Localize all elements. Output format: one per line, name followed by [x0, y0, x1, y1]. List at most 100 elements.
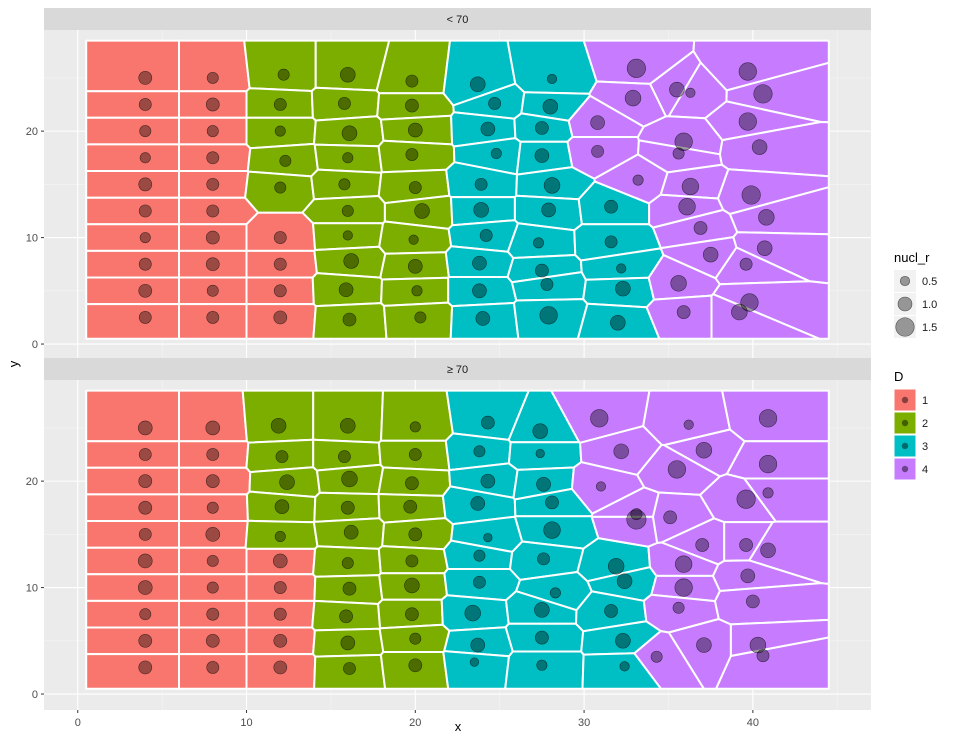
nucleus-point	[340, 635, 356, 651]
nucleus-point	[736, 489, 756, 509]
nucleus-point	[626, 58, 646, 78]
nucleus-point	[672, 147, 685, 160]
nucleus-point	[138, 283, 153, 298]
nucleus-point	[273, 607, 287, 621]
nucleus-point	[273, 660, 288, 675]
nucleus-point	[702, 246, 719, 263]
voronoi-tile	[85, 389, 180, 443]
nucleus-point	[472, 255, 487, 271]
nucleus-point	[595, 481, 607, 492]
voronoi-tile	[714, 582, 830, 626]
nucleus-point	[205, 97, 220, 112]
nucleus-point	[273, 581, 287, 594]
voronoi-tile	[85, 546, 180, 576]
nucleus-point	[138, 71, 153, 85]
nucleus-point	[273, 633, 288, 648]
x-tick-label: 0	[75, 717, 81, 729]
nucleus-point	[411, 285, 423, 297]
nucleus-point	[549, 587, 561, 599]
size-legend-key-bg	[894, 270, 916, 292]
nucleus-point	[408, 527, 423, 542]
nucleus-point	[279, 154, 292, 167]
voronoi-tile	[725, 440, 830, 480]
fill-legend-key-point	[901, 419, 909, 427]
nucleus-point	[338, 97, 351, 110]
nucleus-point	[473, 549, 486, 562]
nucleus-point	[604, 604, 618, 618]
y-tick-label: 0	[32, 689, 38, 701]
nucleus-point	[206, 448, 220, 461]
nucleus-point	[409, 632, 422, 645]
nucleus-point	[138, 177, 153, 192]
voronoi-tile	[85, 440, 180, 469]
nucleus-point	[483, 532, 493, 543]
voronoi-tile	[85, 520, 180, 549]
size-legend-key	[897, 296, 913, 312]
nucleus-point	[138, 448, 152, 461]
nucleus-point	[475, 311, 491, 326]
nucleus-point	[675, 555, 693, 573]
nucleus-point	[674, 578, 693, 597]
fill-legend-title: D	[894, 369, 903, 384]
facet-strip	[44, 358, 871, 380]
nucleus-point	[341, 557, 354, 570]
nucleus-point	[762, 487, 774, 499]
nucleus-point	[741, 185, 761, 205]
nucleus-point	[536, 477, 551, 492]
fill-legend: D 1 2 3 4	[893, 369, 928, 481]
nucleus-point	[480, 121, 496, 137]
nucleus-point	[206, 501, 219, 514]
nucleus-point	[139, 608, 152, 621]
nucleus-point	[746, 594, 760, 609]
fill-legend-key-point	[901, 465, 909, 473]
nucleus-point	[205, 257, 220, 272]
size-legend-key-bg	[894, 293, 916, 315]
voronoi-tile	[85, 599, 180, 629]
voronoi-tile	[85, 653, 180, 690]
voronoi-tile	[85, 170, 180, 199]
nucleus-point	[604, 235, 618, 249]
nucleus-point	[414, 203, 430, 219]
y-tick-label: 10	[26, 233, 38, 245]
nucleus-point	[206, 71, 219, 84]
nucleus-point	[681, 177, 700, 196]
voronoi-tile	[715, 636, 830, 690]
fill-legend-label: 3	[922, 441, 928, 453]
nucleus-point	[137, 420, 153, 436]
nucleus-point	[535, 263, 549, 278]
size-legend-key	[895, 317, 915, 337]
voronoi-tile	[507, 441, 583, 471]
nucleus-point	[490, 147, 502, 159]
nucleus-point	[342, 230, 353, 241]
nucleus-point	[408, 259, 423, 274]
nucleus-point	[532, 423, 548, 439]
nucleus-point	[739, 538, 753, 552]
nucleus-point	[619, 661, 630, 672]
fill-legend-label: 4	[922, 464, 928, 476]
nucleus-point	[405, 476, 419, 491]
nucleus-point	[138, 204, 152, 218]
y-tick-label: 0	[32, 339, 38, 351]
voronoi-tile	[85, 143, 180, 172]
nucleus-point	[541, 202, 556, 218]
nucleus-point	[279, 474, 295, 490]
nucleus-point	[626, 509, 647, 530]
nucleus-point	[616, 263, 627, 274]
nucleus-point	[545, 495, 559, 510]
nucleus-point	[138, 311, 152, 324]
voronoi-tile	[380, 389, 454, 442]
size-legend-keys: 0.5 1.0 1.5	[894, 270, 937, 338]
size-legend-label: 0.5	[922, 276, 937, 288]
nucleus-point	[138, 633, 153, 648]
voronoi-tile	[85, 276, 180, 306]
nucleus-point	[338, 178, 351, 191]
nucleus-point	[470, 76, 486, 93]
nucleus-point	[338, 282, 354, 298]
nucleus-point	[277, 68, 290, 81]
nucleus-point	[138, 474, 153, 488]
y-axis-label: y	[6, 360, 21, 367]
fill-legend-key-point	[901, 442, 909, 450]
nucleus-point	[469, 657, 479, 667]
fill-legend-label: 2	[922, 418, 928, 430]
nucleus-point	[340, 418, 356, 434]
